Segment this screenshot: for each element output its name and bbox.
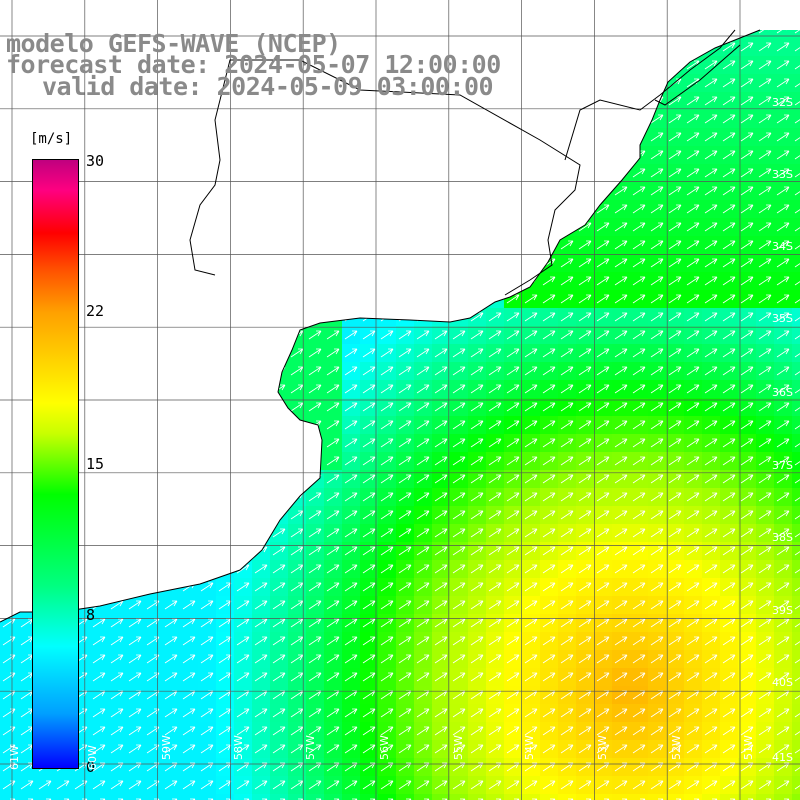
colorbar-tick-0: 0 [86, 758, 96, 776]
lat-label-40s: 40S [772, 676, 793, 689]
lagoon-outline [654, 29, 741, 106]
lat-label-33s: 33S [772, 168, 793, 181]
colorbar-tick-30: 30 [86, 152, 105, 170]
lat-label-37s: 37S [772, 459, 793, 472]
title-model: modelo GEFS-WAVE (NCEP) [6, 29, 341, 58]
lon-label-56w: 56W [378, 735, 391, 760]
lon-label-53w: 53W [596, 735, 609, 760]
lon-label-58w: 58W [232, 735, 245, 760]
lat-label-38s: 38S [772, 531, 793, 544]
lon-label-51w: 51W [742, 735, 755, 760]
lon-label-54w: 54W [523, 735, 536, 760]
lon-label-59w: 59W [160, 735, 173, 760]
lat-label-32s: 32S [772, 96, 793, 109]
lat-label-35s: 35S [772, 312, 793, 325]
title-valid-date: valid date: 2024-05-09 03:00:00 [42, 72, 494, 101]
river-plate-coast [189, 59, 581, 296]
colorbar-tick-22: 22 [86, 302, 105, 320]
lat-label-36s: 36S [772, 386, 793, 399]
title-forecast-date: forecast date: 2024-05-07 12:00:00 [6, 50, 501, 79]
lat-label-34s: 34S [772, 240, 793, 253]
colorbar-tick-8: 8 [86, 606, 96, 624]
uruguay-border [564, 94, 661, 161]
lon-label-55w: 55W [452, 735, 465, 760]
colorbar-unit-label: [m/s] [30, 131, 73, 147]
lon-label-61w: 61W [8, 745, 21, 770]
lon-label-52w: 52W [670, 735, 683, 760]
colorbar [32, 159, 79, 769]
coastline [0, 29, 761, 623]
colorbar-tick-15: 15 [86, 455, 105, 473]
lon-label-57w: 57W [304, 735, 317, 760]
lon-label-60w: 60W [86, 745, 99, 770]
lat-label-41s: 41S [772, 751, 793, 764]
lat-label-39s: 39S [772, 604, 793, 617]
